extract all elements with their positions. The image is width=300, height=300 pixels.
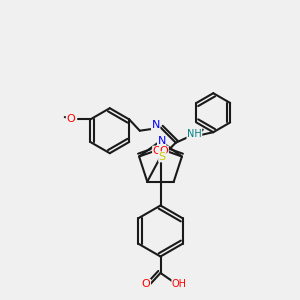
Text: OH: OH [172, 279, 187, 290]
Text: N: N [158, 136, 166, 146]
Text: NH: NH [187, 129, 202, 139]
Text: O: O [66, 115, 75, 124]
Text: O: O [153, 146, 161, 156]
Text: N: N [152, 120, 160, 130]
Text: O: O [142, 279, 151, 290]
Text: O: O [160, 146, 168, 156]
Text: S: S [159, 152, 166, 162]
